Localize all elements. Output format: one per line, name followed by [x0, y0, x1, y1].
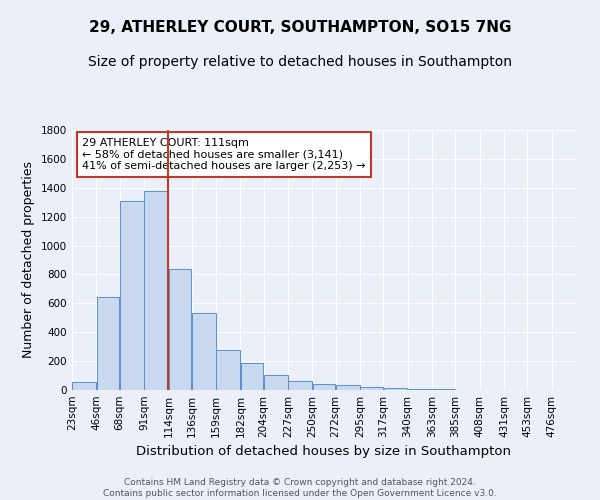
Text: 29, ATHERLEY COURT, SOUTHAMPTON, SO15 7NG: 29, ATHERLEY COURT, SOUTHAMPTON, SO15 7N…: [89, 20, 511, 35]
Bar: [97, 297, 119, 390]
Bar: [288, 380, 312, 390]
Bar: [72, 382, 96, 390]
Bar: [432, 388, 455, 390]
Bar: [313, 384, 335, 390]
Bar: [241, 364, 263, 390]
Bar: [192, 314, 216, 390]
Bar: [264, 375, 288, 390]
X-axis label: Distribution of detached houses by size in Southampton: Distribution of detached houses by size …: [137, 446, 511, 458]
Text: Contains HM Land Registry data © Crown copyright and database right 2024.
Contai: Contains HM Land Registry data © Crown c…: [103, 478, 497, 498]
Bar: [144, 190, 168, 390]
Text: 29 ATHERLEY COURT: 111sqm
← 58% of detached houses are smaller (3,141)
41% of se: 29 ATHERLEY COURT: 111sqm ← 58% of detac…: [82, 138, 365, 171]
Bar: [360, 387, 383, 390]
Bar: [216, 350, 240, 390]
Bar: [120, 201, 144, 390]
Text: Size of property relative to detached houses in Southampton: Size of property relative to detached ho…: [88, 55, 512, 69]
Bar: [383, 388, 407, 390]
Bar: [336, 385, 360, 390]
Y-axis label: Number of detached properties: Number of detached properties: [22, 162, 35, 358]
Bar: [169, 268, 191, 390]
